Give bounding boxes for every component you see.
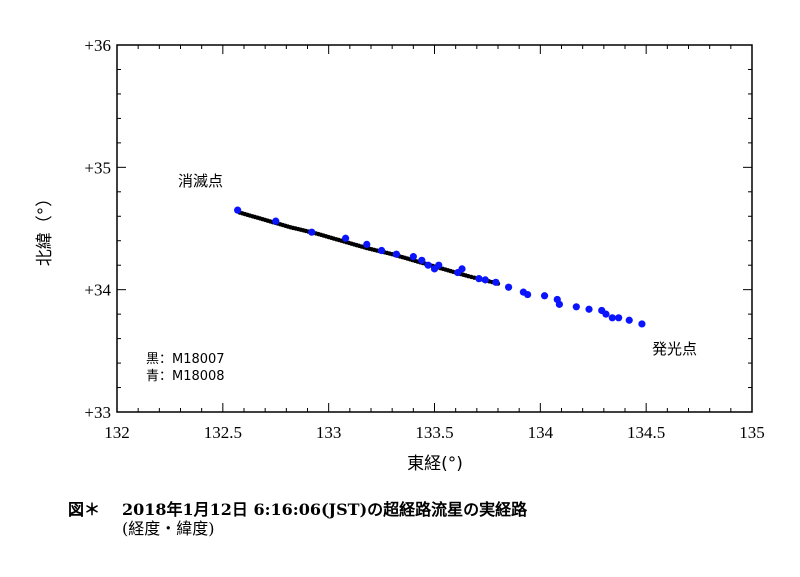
data-point-blue: [377, 246, 386, 255]
y-axis-title: 北緯（°）: [35, 190, 55, 267]
caption-line-2: (経度・緯度): [122, 519, 215, 538]
x-tick-labels: 132 132.5 133 133.5 134 134.5 135: [104, 423, 765, 442]
x-axis-title: 東経(°): [407, 454, 463, 474]
x-tick-label: 132.5: [204, 423, 242, 442]
y-tick-labels: +33 +34 +35 +36: [84, 36, 111, 422]
data-point-blue: [608, 314, 616, 322]
y-tick-label: +33: [84, 403, 111, 422]
data-point-blue: [572, 303, 580, 311]
legend-black: 黒：M18007: [146, 352, 225, 367]
track-point-black: [463, 273, 469, 278]
x-tick-label: 135: [739, 423, 765, 442]
data-point-blue: [392, 250, 400, 258]
data-point-blue: [540, 292, 549, 300]
data-point-blue: [475, 275, 483, 283]
data-point-blue: [272, 217, 280, 225]
data-point-blue: [363, 240, 371, 249]
x-tick-label: 133: [316, 423, 342, 442]
track-point-black: [336, 237, 342, 243]
data-point-blue: [602, 310, 610, 318]
y-tick-label: +34: [84, 281, 111, 300]
series-m18008: [234, 206, 646, 328]
caption-label: 図＊: [68, 500, 101, 519]
caption-line-1: 2018年1月12日 6:16:06(JST)の超経路流星の実経路: [122, 500, 528, 519]
axis-ticks: [116, 44, 753, 413]
data-point-blue: [555, 300, 563, 308]
x-tick-label: 134: [528, 423, 554, 442]
y-tick-label: +36: [84, 36, 111, 55]
track-point-black: [285, 224, 291, 229]
data-point-blue: [409, 253, 417, 261]
data-point-blue: [458, 265, 466, 273]
data-point-blue: [435, 261, 443, 269]
data-point-blue: [418, 256, 426, 264]
data-point-blue: [342, 234, 350, 242]
data-point-blue: [308, 228, 316, 236]
annotation-end-point: 消滅点: [178, 172, 223, 190]
data-point-blue: [234, 206, 242, 214]
annotation-start-point: 発光点: [652, 340, 697, 358]
data-point-blue: [638, 320, 646, 328]
x-tick-label: 132: [104, 423, 130, 442]
legend-blue: 青：M18008: [146, 369, 225, 384]
data-point-blue: [481, 276, 489, 284]
data-point-blue: [492, 278, 500, 286]
data-point-blue: [585, 305, 593, 313]
track-point-black: [260, 217, 265, 222]
x-tick-label: 134.5: [627, 423, 665, 442]
data-point-blue: [424, 261, 432, 269]
data-point-blue: [504, 283, 513, 291]
x-tick-label: 133.5: [415, 423, 453, 442]
figure-caption: 図＊ 2018年1月12日 6:16:06(JST)の超経路流星の実経路 (経度・…: [68, 500, 527, 538]
y-tick-label: +35: [84, 158, 111, 177]
data-point-blue: [625, 316, 633, 324]
track-point-black: [387, 251, 392, 256]
chart: 132 132.5 133 133.5 134 134.5 135 +33 +34 +35 +36…: [35, 36, 765, 474]
data-point-blue: [524, 290, 532, 299]
data-point-blue: [615, 314, 623, 322]
